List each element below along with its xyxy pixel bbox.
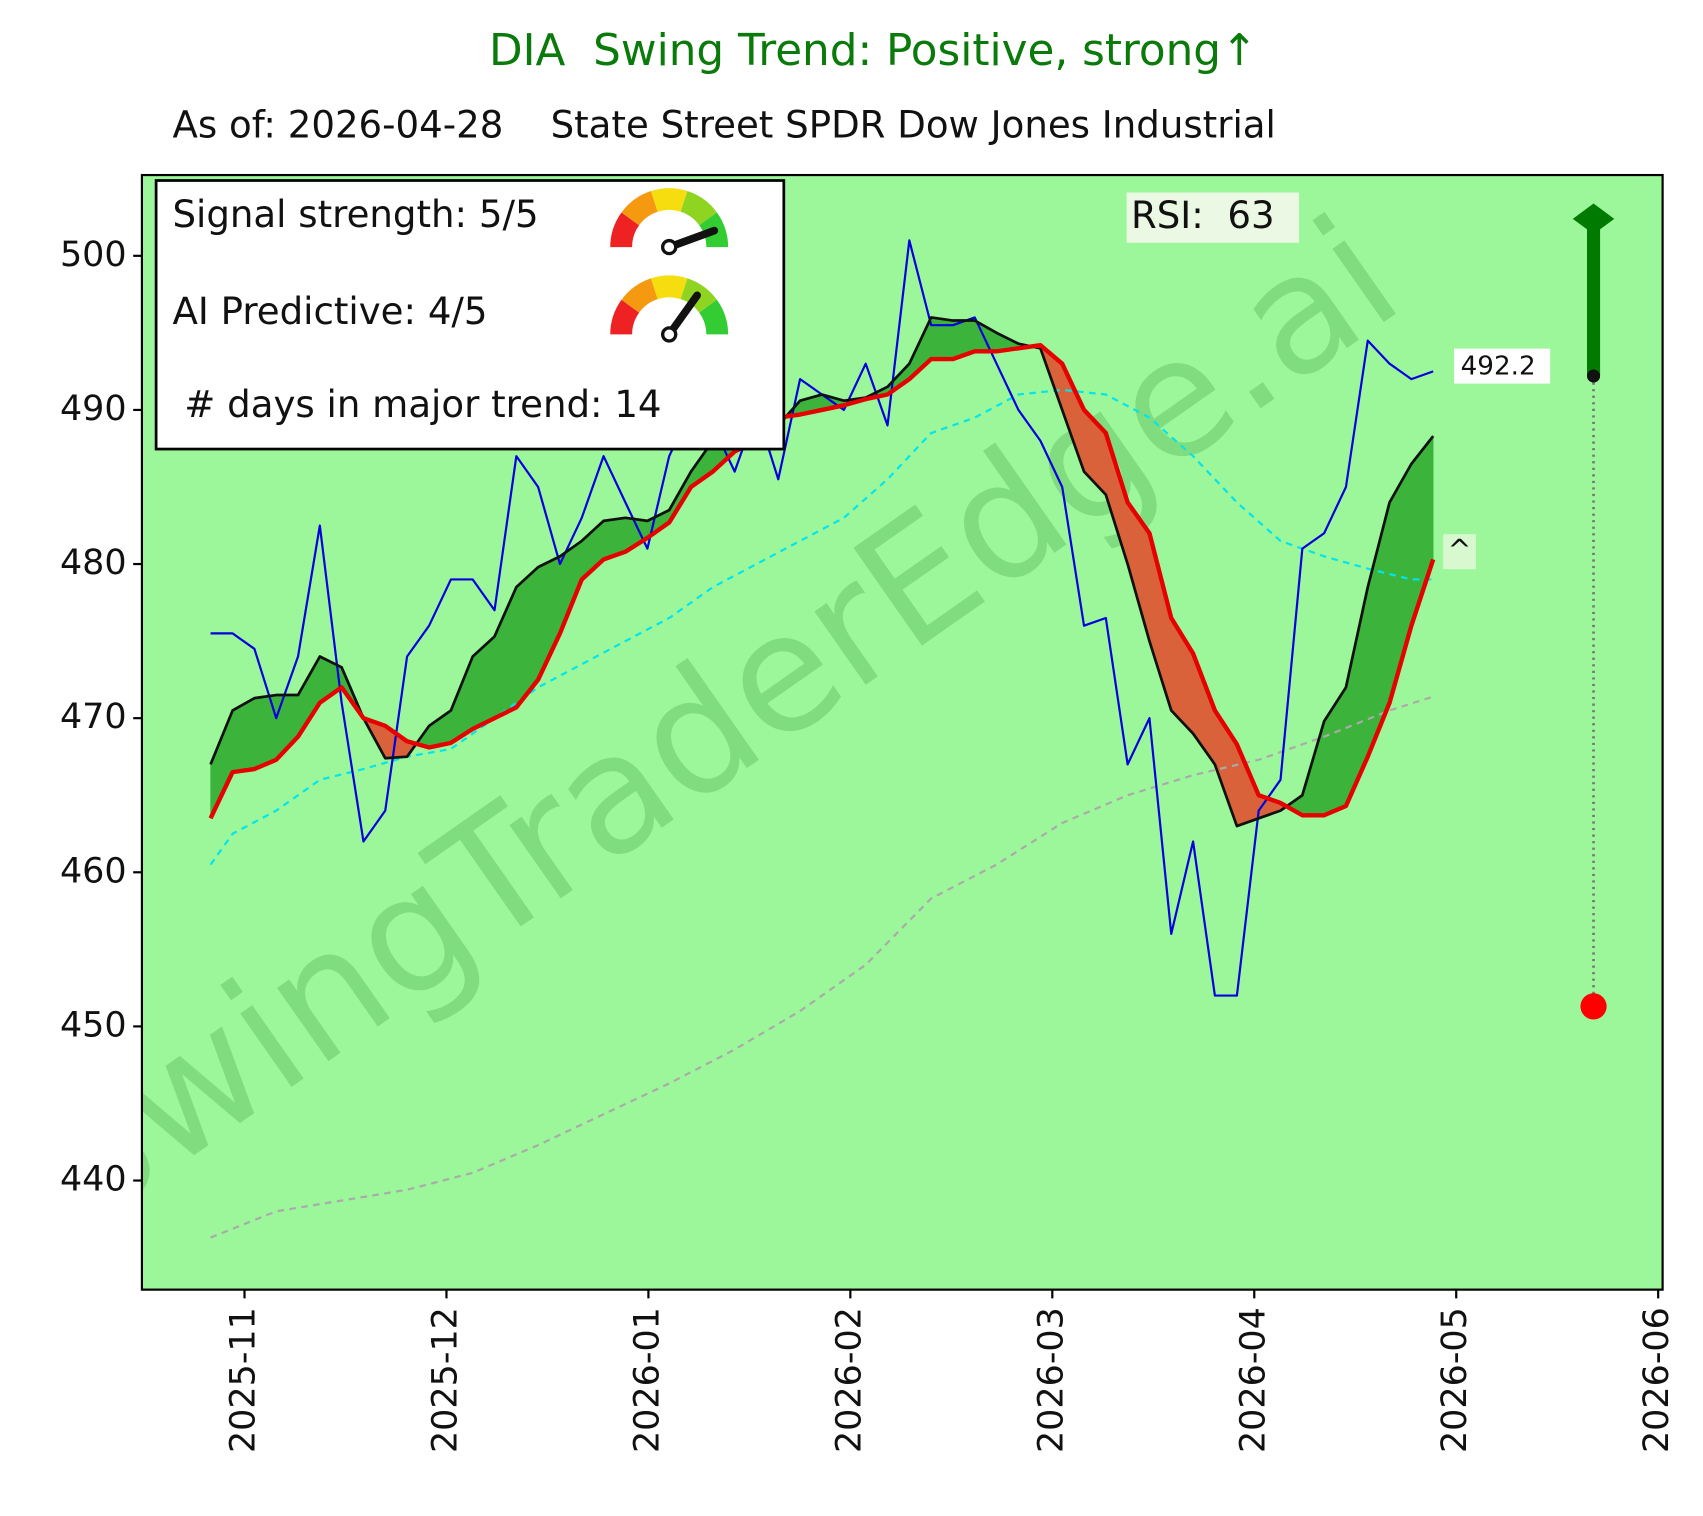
info-ai: AI Predictive: 4/5	[172, 290, 487, 333]
series-line	[209, 388, 1434, 866]
price-label: 492.2	[1461, 352, 1536, 382]
trend-fill	[930, 317, 954, 360]
rsi-label: RSI: 63	[1131, 194, 1275, 237]
y-tick-label: 480	[60, 543, 127, 583]
gauge-segment	[680, 191, 717, 226]
x-tick-label: 2026-06	[1637, 1307, 1677, 1453]
x-tick-label: 2026-05	[1435, 1307, 1475, 1453]
gauge-hub	[661, 326, 678, 343]
projection-low	[1580, 993, 1607, 1020]
gauge-segment	[621, 191, 658, 226]
y-tick-label: 490	[60, 389, 127, 429]
subtitle: As of: 2026-04-28 State Street SPDR Dow …	[172, 104, 1275, 147]
series-line	[210, 695, 1434, 1239]
gauge-segment	[621, 278, 658, 313]
x-tick-label: 2026-03	[1031, 1307, 1071, 1453]
gauge-segment	[650, 188, 688, 212]
chart-title: DIA Swing Trend: Positive, strong↑	[489, 25, 1258, 76]
price-label-bg	[1454, 348, 1551, 384]
x-tick-label: 2026-01	[627, 1307, 667, 1453]
gauge-segment	[610, 299, 640, 335]
y-tick-label: 460	[60, 851, 127, 891]
gauge-segment	[699, 299, 729, 335]
gauge-segment	[650, 275, 688, 300]
x-tick-label: 2025-11	[224, 1307, 264, 1453]
plot-frame	[140, 173, 1664, 1291]
gauge-hub	[661, 238, 678, 256]
gauge-segment	[610, 212, 640, 248]
x-tick-label: 2026-04	[1233, 1307, 1273, 1453]
marker-bg	[1443, 534, 1476, 570]
info-days: # days in major trend: 14	[172, 383, 661, 426]
x-tick-label: 2026-02	[829, 1307, 869, 1453]
y-tick-label: 470	[60, 697, 127, 737]
projection-arrowhead	[1572, 203, 1615, 235]
info-signal: Signal strength: 5/5	[172, 193, 538, 236]
projection-current	[1586, 369, 1601, 383]
y-tick-label: 500	[60, 235, 127, 275]
x-tick-label: 2025-12	[425, 1307, 465, 1453]
rsi-bg	[1126, 192, 1300, 243]
y-tick-label: 450	[60, 1005, 127, 1045]
marker-label: ^	[1448, 534, 1472, 567]
series-line	[209, 316, 1435, 828]
series-line	[208, 343, 1436, 820]
y-tick-label: 440	[60, 1160, 127, 1200]
